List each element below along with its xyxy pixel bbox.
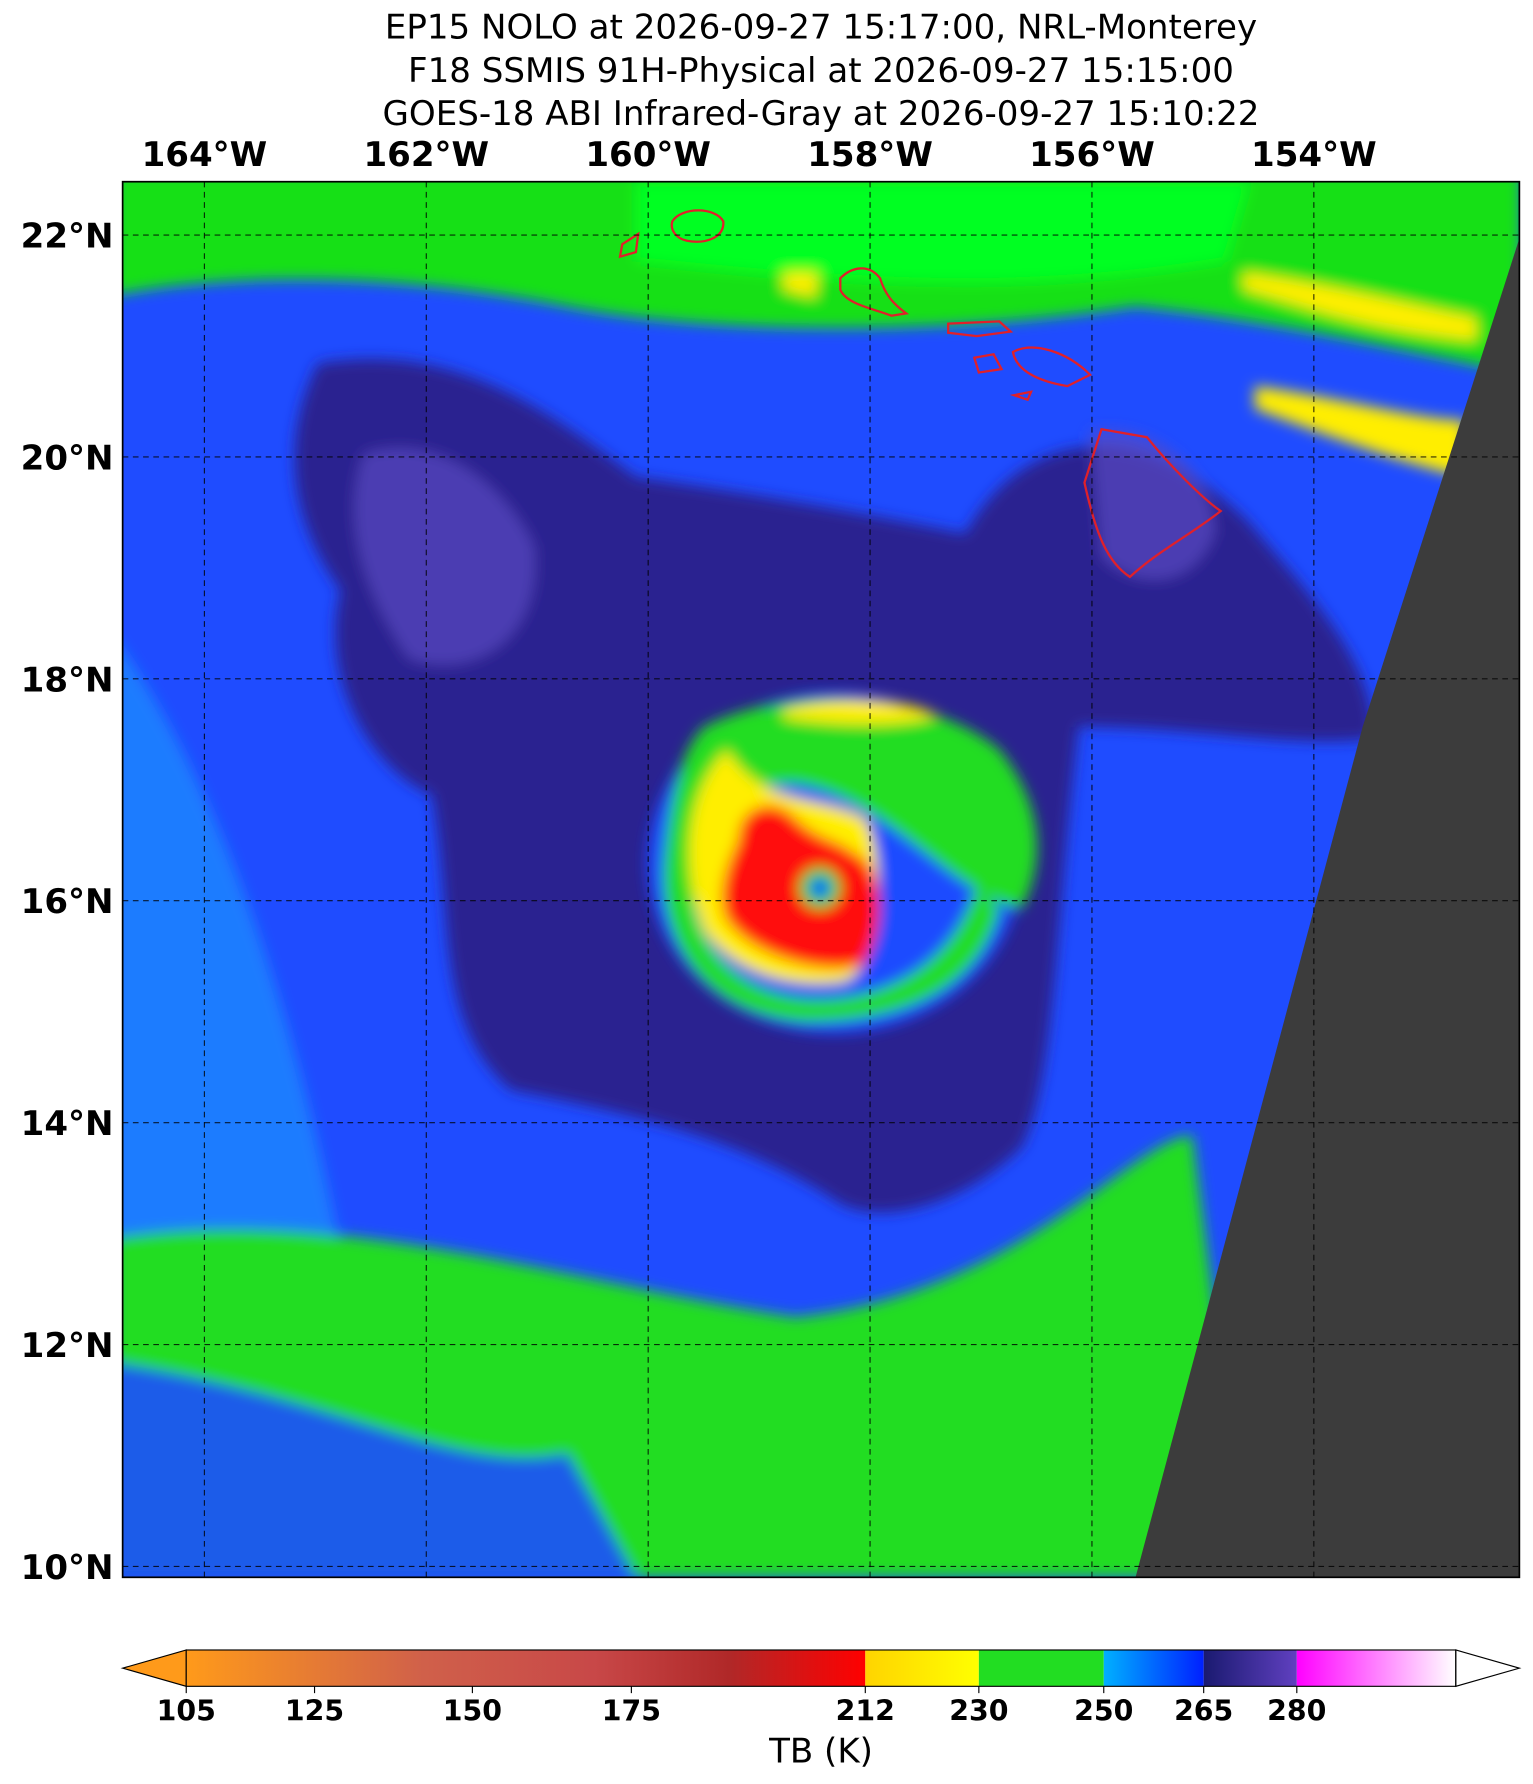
lat-label: 16°N — [21, 882, 114, 922]
colorbar-tick-label: 175 — [602, 1694, 661, 1727]
lon-label: 154°W — [1251, 135, 1377, 175]
colorbar-tick-label: 265 — [1174, 1694, 1233, 1727]
lon-label: 164°W — [142, 135, 268, 175]
colorbar-tick-label: 150 — [443, 1694, 502, 1727]
title-line: EP15 NOLO at 2026-09-27 15:17:00, NRL-Mo… — [385, 8, 1257, 48]
colorbar-tick-label: 250 — [1074, 1694, 1133, 1727]
lat-label: 18°N — [21, 660, 114, 700]
lat-label: 12°N — [21, 1326, 114, 1366]
lat-label: 14°N — [21, 1104, 114, 1144]
colorbar: 105 125 150 175 212 230 250 265 280 TB (K) — [120, 1649, 1522, 1771]
colorbar-label: TB (K) — [768, 1731, 873, 1771]
colorbar-tick-label: 125 — [285, 1694, 344, 1727]
colorbar-tick-label: 230 — [949, 1694, 1008, 1727]
lon-label: 162°W — [363, 135, 489, 175]
lon-label: 156°W — [1029, 135, 1155, 175]
lat-label: 20°N — [21, 438, 114, 478]
storm-core — [647, 692, 1037, 1034]
colorbar-tick-label: 280 — [1267, 1694, 1326, 1727]
title-line: GOES-18 ABI Infrared-Gray at 2026-09-27 … — [383, 94, 1260, 134]
colorbar-tick-label: 105 — [157, 1694, 216, 1727]
map-frame — [121, 180, 1521, 1579]
coastlines — [618, 209, 1223, 579]
map-image — [122, 181, 1520, 1578]
colorbar-tick-label: 212 — [836, 1694, 895, 1727]
graticule — [122, 181, 1520, 1578]
lat-label: 22°N — [21, 217, 114, 257]
lat-label: 10°N — [21, 1548, 114, 1588]
ir-swath — [1135, 238, 1520, 1578]
title-line: F18 SSMIS 91H-Physical at 2026-09-27 15:… — [408, 51, 1234, 91]
lon-label: 158°W — [807, 135, 933, 175]
header: EP15 NOLO at 2026-09-27 15:17:00, NRL-Mo… — [383, 8, 1260, 134]
lon-label: 160°W — [585, 135, 711, 175]
